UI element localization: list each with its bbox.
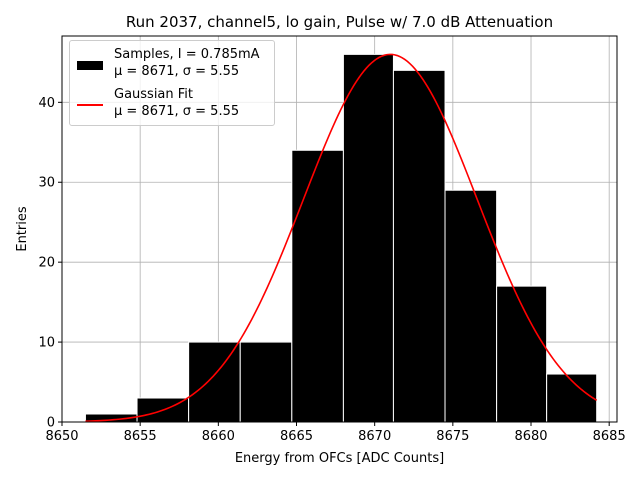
histogram-bar	[392, 69, 446, 423]
y-axis-label: Entries	[15, 206, 30, 252]
gaussian-fit-curve	[85, 53, 598, 423]
histogram-bar	[496, 285, 548, 423]
x-axis-label: Energy from OFCs [ADC Counts]	[235, 451, 444, 466]
legend-stats-fit: μ = 8671, σ = 5.55	[114, 104, 240, 119]
x-tick-label: 8655	[124, 429, 157, 444]
y-tick-label: 30	[38, 176, 55, 191]
histogram-bars	[84, 53, 598, 423]
x-tick-label: 8675	[436, 429, 469, 444]
histogram-bar	[188, 341, 241, 423]
x-tick-label: 8670	[358, 429, 391, 444]
histogram-bar	[239, 341, 293, 423]
x-tick-label: 8650	[45, 429, 78, 444]
legend-swatch-histogram	[77, 61, 103, 70]
histogram-bar	[291, 149, 344, 423]
legend-label-fit: Gaussian Fit	[114, 87, 194, 102]
y-axis: 0 10 20 30 40	[38, 96, 62, 431]
legend-stats-samples: μ = 8671, σ = 5.55	[114, 64, 240, 79]
legend: Samples, I = 0.785mA μ = 8671, σ = 5.55 …	[69, 40, 275, 126]
y-tick-label: 10	[38, 336, 55, 351]
x-axis: 8650 8655 8660 8665 8670 8675 8680 8685	[45, 422, 626, 444]
legend-swatch-fit	[77, 104, 103, 106]
y-tick-label: 0	[47, 416, 55, 431]
histogram-bar	[444, 189, 498, 423]
x-tick-label: 8685	[593, 429, 626, 444]
x-tick-label: 8680	[514, 429, 547, 444]
legend-label-samples: Samples, I = 0.785mA	[114, 47, 260, 62]
x-tick-label: 8665	[280, 429, 313, 444]
chart-title: Run 2037, channel5, lo gain, Pulse w/ 7.…	[126, 13, 553, 31]
y-tick-label: 20	[38, 256, 55, 271]
x-tick-label: 8660	[202, 429, 235, 444]
y-tick-label: 40	[38, 96, 55, 111]
plot-frame	[61, 35, 618, 423]
histogram-bar	[342, 53, 394, 423]
histogram-bar	[546, 373, 598, 423]
